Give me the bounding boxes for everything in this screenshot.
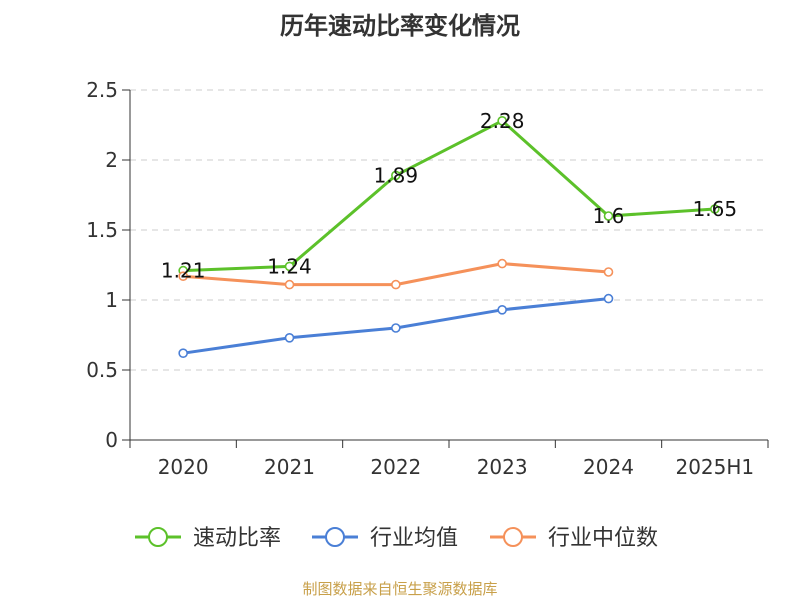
- legend-label: 行业中位数: [548, 526, 658, 551]
- data-point: [710, 204, 720, 214]
- data-label: 1.21: [161, 259, 206, 283]
- y-tick-label: 1.5: [86, 218, 118, 242]
- y-tick-label: 0.5: [86, 358, 118, 382]
- data-point: [603, 211, 614, 221]
- series-line-0: [183, 119, 715, 273]
- data-point: [284, 261, 295, 272]
- data-label: 1.65: [693, 197, 738, 221]
- data-point: [284, 279, 295, 290]
- series-layer: [178, 116, 720, 359]
- y-tick-label: 2: [105, 148, 118, 172]
- data-labels: 1.21 1.24 1.89 2.28 1.6 1.65: [161, 109, 737, 283]
- data-label: 1.6: [593, 204, 625, 228]
- grid-lines: [130, 89, 768, 371]
- y-tick-label: 0: [105, 428, 118, 452]
- data-label: 2.28: [480, 109, 525, 133]
- data-point: [497, 304, 507, 315]
- y-tick-label: 2.5: [86, 78, 118, 102]
- legend: 速动比率 行业均值 行业中位数: [135, 526, 658, 551]
- x-tick-label: 2022: [370, 455, 421, 479]
- x-tick-label: 2020: [158, 455, 209, 479]
- data-point: [391, 323, 401, 333]
- x-tick-label: 2024: [583, 455, 634, 479]
- data-point: [603, 293, 614, 304]
- data-point: [497, 258, 507, 269]
- x-tick-label: 2021: [264, 455, 315, 479]
- data-point: [391, 170, 401, 181]
- data-label: 1.24: [267, 254, 312, 278]
- legend-label: 行业均值: [370, 526, 458, 551]
- data-label: 1.89: [374, 163, 419, 187]
- data-point: [284, 332, 295, 343]
- x-tick-label: 2025H1: [675, 455, 754, 479]
- data-point: [178, 348, 188, 359]
- source-note: 制图数据来自恒生聚源数据库: [302, 580, 498, 598]
- legend-label: 速动比率: [193, 526, 281, 551]
- data-point: [178, 271, 188, 282]
- data-point: [603, 267, 614, 277]
- x-tick-label: 2023: [477, 455, 528, 479]
- chart-title: 历年速动比率变化情况: [280, 12, 520, 40]
- legend-marker: [148, 527, 168, 547]
- data-point: [391, 279, 401, 290]
- data-point: [497, 116, 507, 126]
- legend-marker: [325, 527, 345, 547]
- y-tick-label: 1: [105, 288, 118, 312]
- axes: 0 0.5 1 1.5 2 2.5 2020 2021 2022 2023 2024 2025H1: [86, 78, 769, 479]
- legend-marker: [503, 527, 523, 547]
